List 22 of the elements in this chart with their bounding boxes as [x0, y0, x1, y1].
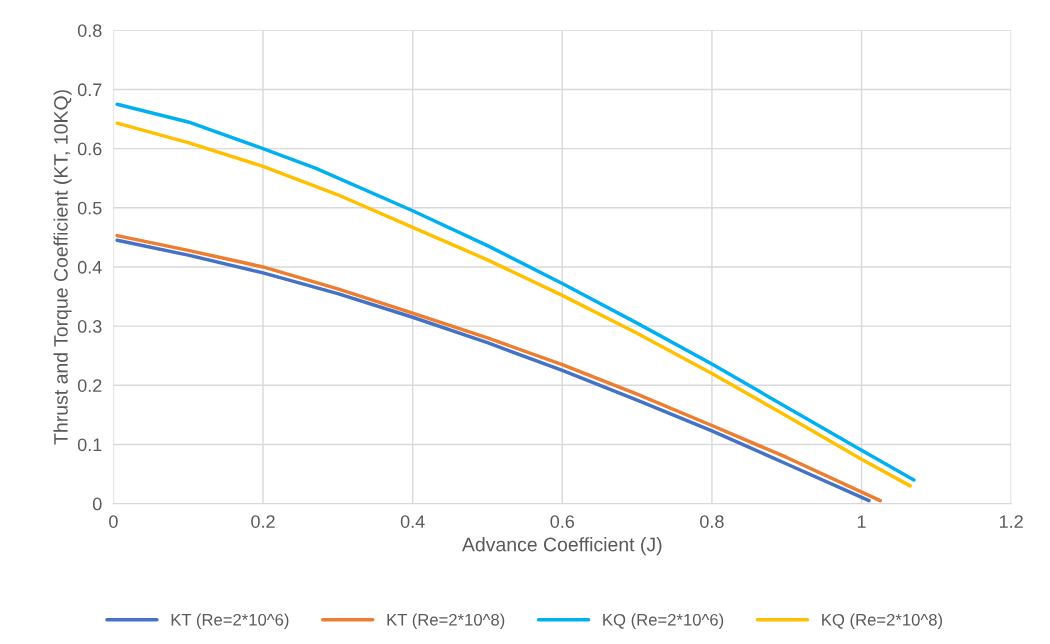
- y-tick-label: 0: [92, 497, 102, 511]
- x-tick-label: 0: [109, 515, 118, 528]
- y-tick-label: 0.2: [77, 379, 102, 392]
- y-axis-title: Thrust and Torque Coefficient (KT, 10KQ): [53, 90, 72, 445]
- y-tick-label: 0.3: [77, 320, 102, 333]
- y-tick-label: 0.5: [77, 201, 102, 215]
- x-tick-label: 0.6: [550, 515, 575, 528]
- y-tick-label: 0.4: [77, 260, 102, 274]
- legend-label: KQ (Re=2*10^8): [822, 613, 943, 629]
- y-tick-label: 0.7: [77, 83, 102, 97]
- x-tick-label: 1: [857, 515, 866, 528]
- y-tick-label: 0.8: [77, 24, 102, 37]
- x-tick-label: 1.2: [999, 515, 1023, 528]
- legend-label: KQ (Re=2*10^6): [603, 613, 724, 629]
- y-tick-label: 0.1: [77, 438, 102, 452]
- x-axis-title: Advance Coefficient (J): [461, 537, 662, 556]
- legend-label: KT (Re=2*10^6): [171, 613, 289, 629]
- x-tick-label: 0.8: [700, 515, 724, 528]
- x-tick-label: 0.4: [400, 515, 425, 528]
- x-tick-label: 0.2: [251, 515, 275, 528]
- y-tick-label: 0.6: [77, 142, 102, 156]
- legend-label: KT (Re=2*10^8): [387, 613, 505, 629]
